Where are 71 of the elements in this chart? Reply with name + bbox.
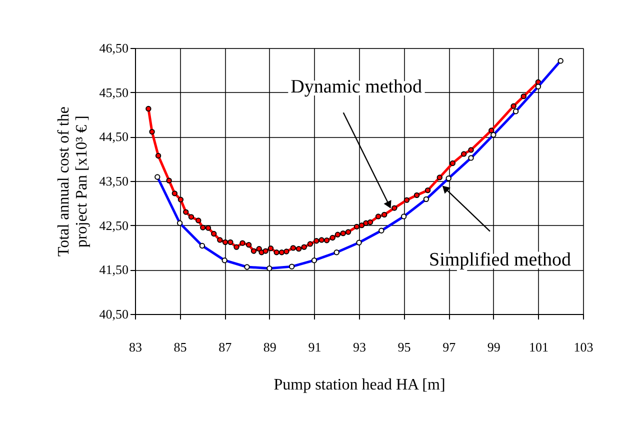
x-tick-label: 99	[487, 340, 500, 354]
point	[460, 151, 467, 157]
point	[358, 222, 365, 228]
point	[510, 103, 516, 109]
y-tick-label: 46,50	[99, 40, 128, 56]
point	[200, 224, 206, 230]
point	[345, 229, 352, 235]
y-tick-label: 43,50	[99, 174, 128, 188]
point	[367, 219, 374, 226]
point	[290, 245, 296, 251]
point	[172, 190, 178, 196]
point	[468, 147, 474, 153]
y-tick-label: 44,50	[99, 129, 128, 144]
point	[278, 250, 285, 256]
point	[274, 250, 280, 256]
point	[188, 214, 194, 220]
point	[250, 248, 257, 254]
x-tick-label: 87	[218, 340, 232, 354]
y-tick-label: 41,50	[99, 262, 128, 278]
point	[450, 160, 456, 166]
point	[324, 238, 330, 244]
y-tick-label: 42,50	[99, 218, 128, 233]
point	[392, 205, 398, 211]
x-tick-label: 97	[442, 340, 456, 354]
point	[178, 196, 184, 202]
x-tick-label: 85	[174, 340, 187, 354]
x-tick-label: 101	[528, 340, 548, 354]
point	[211, 230, 217, 237]
point	[404, 197, 410, 203]
point	[166, 178, 172, 184]
point	[246, 242, 252, 248]
point	[381, 212, 388, 218]
point	[330, 234, 336, 241]
x-tick-label: 83	[129, 340, 142, 354]
point	[354, 224, 360, 230]
point	[240, 240, 246, 246]
point	[228, 239, 234, 246]
point	[334, 232, 341, 238]
x-tick-label: 95	[398, 340, 411, 354]
x-tick-label: 103	[574, 340, 594, 354]
point	[436, 174, 442, 180]
point	[375, 214, 382, 220]
point	[183, 209, 189, 215]
point	[146, 106, 152, 112]
x-tick-label: 91	[308, 340, 322, 354]
point	[414, 192, 420, 198]
point	[307, 241, 314, 247]
point	[424, 187, 431, 194]
point	[196, 218, 202, 224]
point	[301, 244, 307, 250]
x-axis-title: Pump station head HA [m]	[274, 376, 446, 394]
point	[262, 248, 268, 254]
point	[520, 93, 526, 100]
point	[268, 246, 274, 252]
y-axis-title: Total annual cost of the project Pan [x10³ € ]	[55, 106, 90, 256]
point	[217, 237, 223, 243]
point	[222, 239, 228, 246]
point	[149, 128, 155, 135]
point	[284, 248, 290, 254]
x-tick-label: 89	[263, 340, 276, 354]
y-tick-label: 40,50	[99, 306, 128, 322]
point	[155, 152, 162, 159]
point	[488, 128, 494, 134]
point	[314, 238, 320, 244]
x-tick-label: 93	[353, 340, 366, 354]
point	[205, 225, 212, 231]
point	[234, 244, 240, 250]
point	[318, 237, 324, 243]
point	[296, 246, 302, 252]
point	[340, 230, 346, 236]
y-tick-label: 45,50	[99, 84, 128, 100]
